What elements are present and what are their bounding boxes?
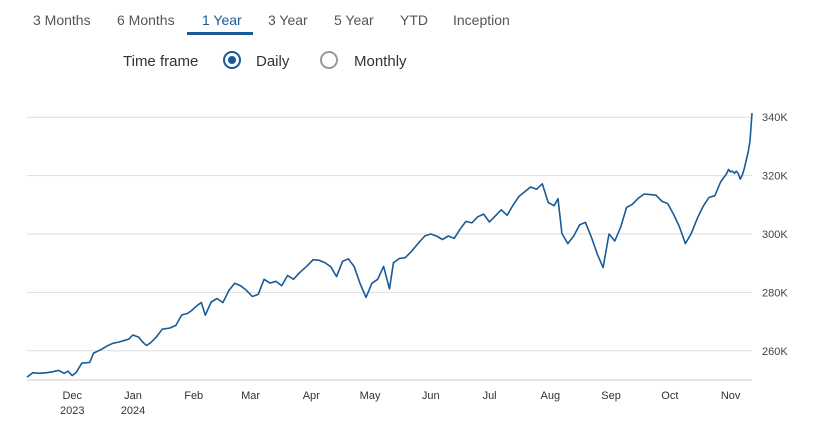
tab-6-months[interactable]: 6 Months <box>117 12 175 28</box>
tab-5-year[interactable]: 5 Year <box>334 12 374 28</box>
x-tick-year-label: 2023 <box>60 405 84 417</box>
timeframe-label: Time frame <box>123 53 199 70</box>
monthly-radio[interactable] <box>320 51 338 69</box>
tab-3-months[interactable]: 3 Months <box>33 12 91 28</box>
series-line <box>26 113 753 378</box>
x-tick-label: Feb <box>184 390 203 402</box>
x-tick-label: Jul <box>483 390 497 402</box>
x-tick-label: Sep <box>601 390 621 402</box>
x-tick-year-label: 2024 <box>121 405 145 417</box>
active-tab-indicator <box>187 32 253 35</box>
x-tick-label: Jan <box>124 390 142 402</box>
x-tick-label: Aug <box>541 390 561 402</box>
daily-radio[interactable] <box>223 51 241 69</box>
tab-inception[interactable]: Inception <box>453 12 510 28</box>
x-tick-label: Nov <box>721 390 741 402</box>
y-tick-label: 260K <box>762 346 788 358</box>
y-tick-label: 300K <box>762 229 788 241</box>
y-tick-label: 340K <box>762 112 788 124</box>
daily-radio-label[interactable]: Daily <box>256 53 290 70</box>
range-tabs: 3 Months 6 Months 1 Year 3 Year 5 Year Y… <box>0 0 820 36</box>
y-tick-label: 320K <box>762 171 788 183</box>
x-tick-label: Oct <box>661 390 678 402</box>
x-tick-label: Dec <box>62 390 82 402</box>
monthly-radio-label[interactable]: Monthly <box>354 53 407 70</box>
x-tick-label: Jun <box>422 390 440 402</box>
tab-1-year[interactable]: 1 Year <box>202 12 242 28</box>
x-tick-label: Apr <box>303 390 320 402</box>
y-axis-labels: 260K 280K 300K 320K 340K <box>762 112 788 358</box>
tab-ytd[interactable]: YTD <box>400 12 428 28</box>
x-tick-label: Mar <box>241 390 260 402</box>
x-tick-label: May <box>360 390 381 402</box>
tab-3-year[interactable]: 3 Year <box>268 12 308 28</box>
chart-gridlines <box>27 116 752 352</box>
timeframe-selector: Time frame Daily Monthly <box>0 50 820 76</box>
y-tick-label: 280K <box>762 287 788 299</box>
x-axis-labels: Dec 2023 Jan 2024 Feb Mar Apr May Jun Jul Aug Sep Oc… <box>60 390 741 417</box>
